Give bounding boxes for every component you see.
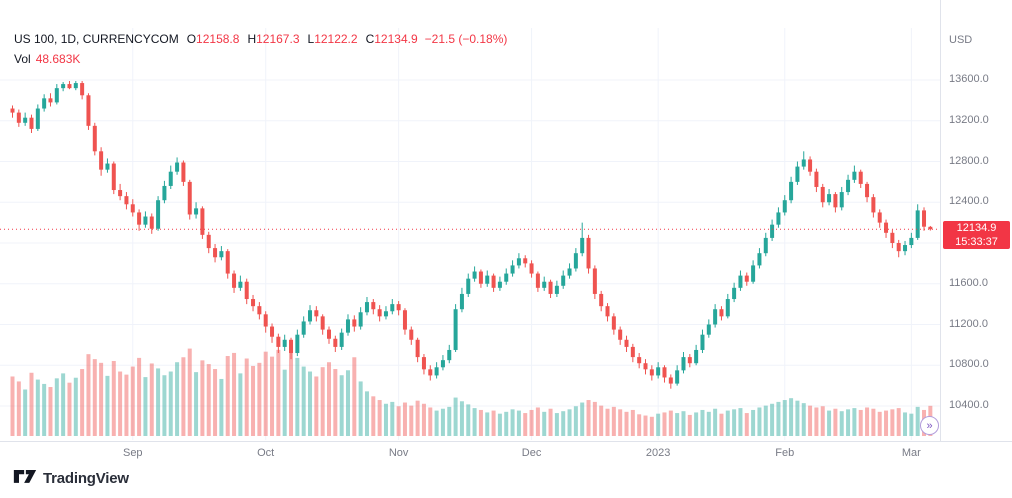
time-axis-label[interactable]: Dec	[521, 447, 542, 459]
ohlc-low: L12122.2	[308, 32, 358, 46]
footer: TradingView	[13, 467, 129, 490]
last-price-value: 12134.9	[956, 222, 997, 235]
ohlc-open-value: 12158.8	[196, 32, 240, 46]
volume-label[interactable]: Vol	[14, 52, 31, 66]
price-axis[interactable]: USD 13600.0 13200.0 12800.0 12400.0 11600.0 1…	[940, 0, 1012, 441]
ohlc-close-value: 12134.9	[374, 32, 418, 46]
time-axis-label[interactable]: Sep	[122, 447, 143, 459]
time-axis-label[interactable]: 2023	[645, 447, 671, 459]
price-axis-label: 13200.0	[949, 113, 989, 126]
price-axis-label: 10400.0	[949, 399, 989, 411]
ohlc-high: H12167.3	[247, 32, 299, 46]
ohlc-open-label: O	[186, 32, 197, 46]
ohlc-low-value: 12122.2	[314, 32, 358, 46]
change-value: −21.5 (−0.18%)	[424, 32, 508, 46]
price-axis-label: 13600.0	[949, 73, 989, 85]
countdown-timer: 15:33:37	[955, 236, 998, 249]
ohlc-high-value: 12167.3	[256, 32, 300, 46]
ohlc-low-label: L	[307, 32, 315, 46]
go-to-realtime-button[interactable]: »	[920, 416, 939, 435]
price-axis-label: 12800.0	[949, 154, 989, 167]
time-axis-label[interactable]: Mar	[901, 447, 921, 459]
tradingview-logo-icon[interactable]	[13, 467, 37, 490]
price-axis-label: 10800.0	[949, 358, 989, 371]
currency-label: USD	[949, 34, 973, 46]
time-axis-label[interactable]: Feb	[775, 447, 795, 459]
chart-legend: US 100, 1D, CURRENCYCOM O12158.8 H12167.…	[14, 32, 507, 66]
ohlc-close-label: C	[365, 32, 375, 46]
price-axis-label: 11600.0	[949, 276, 988, 289]
price-axis-label: 12400.0	[949, 195, 989, 208]
time-axis-label[interactable]: Nov	[388, 447, 409, 459]
tradingview-brand-text[interactable]: TradingView	[43, 470, 129, 487]
ohlc-high-label: H	[247, 32, 257, 46]
ohlc-close: C12134.9	[366, 32, 418, 46]
symbol-title[interactable]: US 100, 1D, CURRENCYCOM	[14, 32, 179, 46]
price-axis-label: 11200.0	[949, 317, 988, 330]
candlestick-chart[interactable]	[0, 0, 940, 440]
last-price-badge: 12134.9 15:33:37	[943, 221, 1010, 250]
time-axis-label[interactable]: Oct	[257, 447, 275, 459]
ohlc-open: O12158.8	[187, 32, 240, 46]
volume-value: 48.683K	[35, 52, 81, 66]
time-axis[interactable]: Sep Oct Nov Dec 2023 Feb Mar	[0, 441, 1012, 465]
